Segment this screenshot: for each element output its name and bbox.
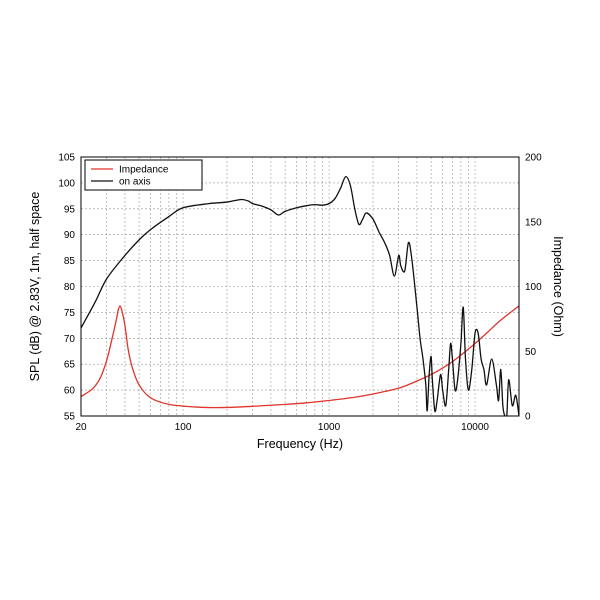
right-axis-title: Impedance (Ohm)	[551, 236, 565, 337]
left-axis-title: SPL (dB) @ 2.83V, 1m, half space	[28, 192, 42, 382]
legend-label-impedance: Impedance	[119, 165, 169, 176]
left-y-tick-label: 105	[58, 153, 75, 164]
on-axis-spl-curve	[81, 176, 519, 416]
right-y-tick-label: 0	[525, 412, 531, 423]
impedance-curve	[81, 305, 519, 409]
left-y-tick-label: 80	[64, 282, 76, 293]
tick-labels: 20 100 1000 10000 55 60 65 70 75 80 85 90 95 100 105 0 5…	[58, 153, 542, 434]
x-axis-title: Frequency (Hz)	[257, 437, 343, 451]
left-y-tick-label: 90	[64, 230, 76, 241]
right-y-tick-label: 200	[525, 153, 542, 164]
left-y-tick-label: 95	[64, 204, 76, 215]
x-tick-label: 10000	[461, 422, 489, 433]
x-tick-label: 1000	[318, 422, 341, 433]
left-y-tick-label: 55	[64, 412, 76, 423]
x-tick-label: 100	[175, 422, 192, 433]
left-y-tick-label: 85	[64, 256, 76, 267]
right-y-tick-label: 150	[525, 217, 542, 228]
left-y-tick-label: 75	[64, 308, 76, 319]
left-y-tick-label: 65	[64, 360, 76, 371]
x-tick-label: 20	[75, 422, 87, 433]
legend-label-on-axis: on axis	[119, 177, 151, 188]
legend-box	[84, 159, 203, 191]
plot-frame	[80, 156, 520, 417]
data-curves	[81, 176, 519, 416]
right-y-tick-label: 50	[525, 347, 537, 358]
left-y-tick-label: 60	[64, 386, 76, 397]
legend: Impedance on axis	[84, 159, 203, 191]
right-y-tick-label: 100	[525, 282, 542, 293]
left-y-tick-label: 100	[58, 178, 75, 189]
grid-lines	[81, 157, 519, 416]
left-y-tick-label: 70	[64, 334, 76, 345]
